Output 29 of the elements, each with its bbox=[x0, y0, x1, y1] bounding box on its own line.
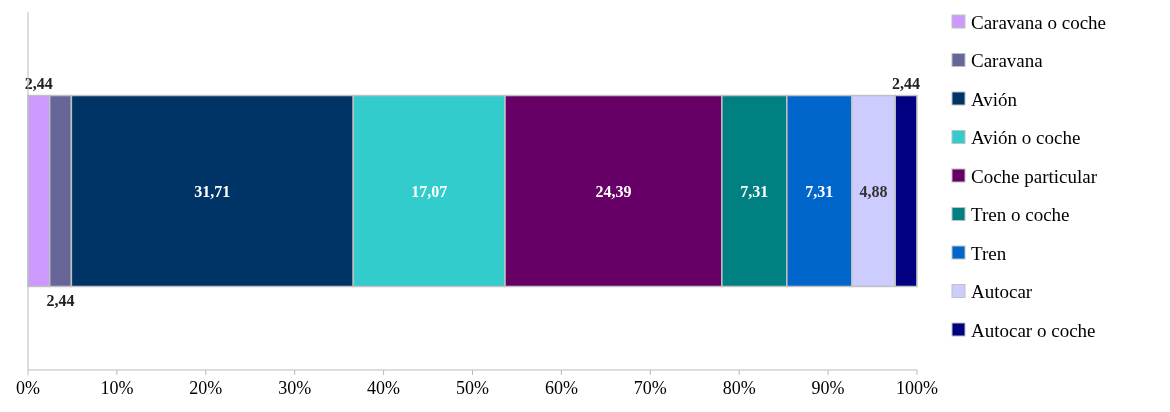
data-label: 2,44 bbox=[46, 292, 75, 310]
legend-label: Coche particular bbox=[971, 165, 1098, 187]
legend-label: Avión o coche bbox=[971, 127, 1081, 149]
x-tick-label: 70% bbox=[633, 378, 667, 398]
legend-label: Autocar bbox=[971, 281, 1033, 303]
x-tick-label: 90% bbox=[811, 378, 845, 398]
x-tick-label: 80% bbox=[722, 378, 756, 398]
legend-label: Avión bbox=[971, 88, 1018, 110]
x-tick-label: 0% bbox=[16, 378, 40, 398]
x-tick-label: 30% bbox=[278, 378, 312, 398]
data-label: 4,88 bbox=[859, 182, 888, 200]
data-label: 31,71 bbox=[194, 182, 231, 200]
legend-label: Caravana o coche bbox=[971, 11, 1107, 33]
x-tick-label: 10% bbox=[100, 378, 134, 398]
legend-label: Caravana bbox=[971, 50, 1044, 72]
data-label: 2,44 bbox=[892, 75, 921, 93]
x-tick-label: 40% bbox=[367, 378, 401, 398]
data-label: 17,07 bbox=[411, 182, 448, 200]
legend-label: Tren bbox=[971, 242, 1007, 264]
x-tick-label: 100% bbox=[896, 378, 938, 398]
data-label: 24,39 bbox=[595, 182, 632, 200]
data-label: 7,31 bbox=[805, 182, 834, 200]
x-tick-label: 50% bbox=[456, 378, 489, 398]
data-label: 7,31 bbox=[740, 182, 769, 200]
x-tick-label: 20% bbox=[189, 378, 223, 398]
legend-label: Autocar o coche bbox=[971, 319, 1096, 341]
legend-label: Tren o coche bbox=[971, 204, 1070, 226]
data-label: 2,44 bbox=[24, 75, 53, 93]
x-tick-label: 60% bbox=[544, 378, 578, 398]
